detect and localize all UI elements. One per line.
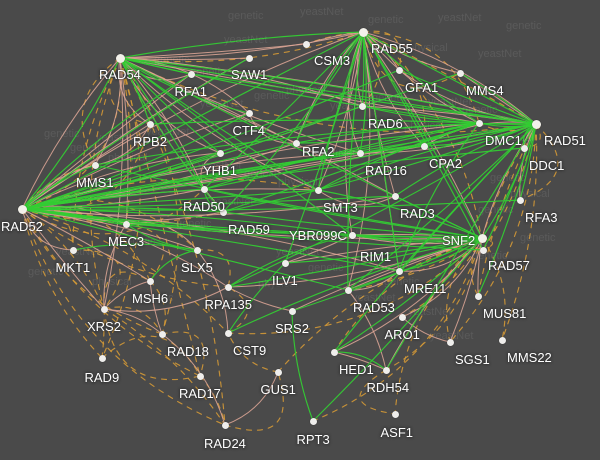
graph-node-hed1[interactable] (330, 348, 338, 356)
graph-node-msh6[interactable] (146, 277, 154, 285)
graph-node-rfa3[interactable] (516, 196, 524, 204)
graph-node-rad9[interactable] (98, 354, 106, 362)
graph-node-rad6[interactable] (358, 102, 366, 110)
graph-node-rad52[interactable] (17, 204, 27, 214)
graph-node-cpa2[interactable] (420, 142, 428, 150)
graph-node-rad54[interactable] (115, 53, 125, 63)
graph-node-asf1[interactable] (391, 410, 399, 418)
graph-node-ddc1[interactable] (520, 144, 528, 152)
graph-node-rdh54[interactable] (382, 366, 390, 374)
graph-node-rad55[interactable] (358, 27, 368, 37)
graph-node-rpt3[interactable] (309, 417, 317, 425)
graph-node-rim1[interactable] (348, 231, 356, 239)
graph-node-gfa1[interactable] (395, 66, 403, 74)
graph-node-rad50[interactable] (200, 185, 208, 193)
graph-node-sgs1[interactable] (446, 338, 454, 346)
graph-node-aro1[interactable] (398, 313, 406, 321)
graph-node-rpa135[interactable] (224, 283, 232, 291)
graph-node-srs2[interactable] (288, 307, 296, 315)
graph-node-rpb2[interactable] (146, 120, 154, 128)
graph-node-smt3[interactable] (314, 186, 322, 194)
graph-node-rad53[interactable] (344, 286, 352, 294)
graph-node-mre11[interactable] (395, 267, 403, 275)
graph-node-xrs2[interactable] (100, 305, 108, 313)
graph-node-cst9[interactable] (224, 329, 232, 337)
graph-node-mec3[interactable] (122, 220, 130, 228)
graph-node-mkt1[interactable] (69, 246, 77, 254)
graph-node-rad59[interactable] (219, 208, 227, 216)
graph-node-csm3[interactable] (302, 40, 310, 48)
graph-node-rad57[interactable] (479, 246, 487, 254)
graph-node-mms1[interactable] (91, 161, 99, 169)
graph-node-mms4[interactable] (456, 69, 464, 77)
graph-node-rad24[interactable] (221, 421, 229, 429)
graph-node-ctf4[interactable] (245, 109, 253, 117)
graph-node-slx5[interactable] (193, 246, 201, 254)
graph-node-rad51[interactable] (531, 119, 541, 129)
graph-node-mus81[interactable] (474, 292, 482, 300)
graph-node-rad18[interactable] (158, 330, 166, 338)
graph-node-rad17[interactable] (196, 372, 204, 380)
graph-node-rad3[interactable] (391, 192, 399, 200)
graph-node-ilv1[interactable] (281, 259, 289, 267)
graph-node-rfa1[interactable] (187, 70, 195, 78)
graph-node-dmc1[interactable] (475, 119, 483, 127)
edges-yeastnet (21, 31, 537, 422)
graph-node-snf2[interactable] (477, 233, 487, 243)
graph-node-saw1[interactable] (245, 54, 253, 62)
graph-node-yhb1[interactable] (216, 149, 224, 157)
graph-node-rfa2[interactable] (292, 139, 300, 147)
graph-node-gus1[interactable] (274, 368, 282, 376)
graph-node-mms22[interactable] (498, 336, 506, 344)
graph-node-rad16[interactable] (356, 149, 364, 157)
